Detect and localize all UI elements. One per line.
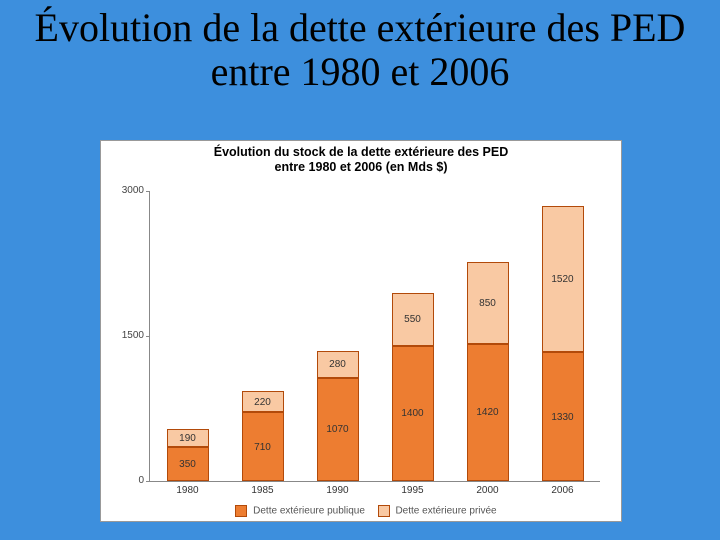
legend: Dette extérieure publique Dette extérieu… <box>101 505 621 517</box>
x-category-label: 1990 <box>326 485 348 496</box>
y-tick-mark <box>146 336 150 337</box>
slide: Évolution de la dette extérieure des PED… <box>0 0 720 540</box>
y-tick-label: 3000 <box>114 185 144 196</box>
bar-value-private: 850 <box>467 298 509 309</box>
y-tick-label: 0 <box>114 475 144 486</box>
slide-title: Évolution de la dette extérieure des PED… <box>0 6 720 94</box>
chart-panel: Évolution du stock de la dette extérieur… <box>100 140 622 522</box>
x-category-label: 1995 <box>401 485 423 496</box>
legend-swatch-public <box>235 505 247 517</box>
legend-label-public: Dette extérieure publique <box>253 506 365 517</box>
x-category-label: 1985 <box>251 485 273 496</box>
x-category-label: 2000 <box>476 485 498 496</box>
bar-value-public: 1420 <box>467 407 509 418</box>
bar-stack: 1330 1520 <box>542 206 584 482</box>
bar-value-private: 280 <box>317 359 359 370</box>
bar-value-private: 550 <box>392 314 434 325</box>
bar-value-private: 190 <box>167 433 209 444</box>
y-tick-mark <box>146 481 150 482</box>
y-tick-mark <box>146 191 150 192</box>
bar-value-private: 220 <box>242 397 284 408</box>
bar-value-public: 710 <box>242 442 284 453</box>
plot-area: 0150030001980350190198571022019901070280… <box>149 191 600 482</box>
chart-title-line-2: entre 1980 et 2006 (en Mds $) <box>107 160 615 175</box>
bar-stack: 1420 850 <box>467 262 509 481</box>
legend-swatch-private <box>378 505 390 517</box>
bar-stack: 710 220 <box>242 391 284 481</box>
bar-value-private: 1520 <box>542 274 584 285</box>
bar-value-public: 1400 <box>392 408 434 419</box>
chart-title-line-1: Évolution du stock de la dette extérieur… <box>107 145 615 160</box>
bar-stack: 350 190 <box>167 429 209 481</box>
legend-label-private: Dette extérieure privée <box>395 506 496 517</box>
bar-value-public: 1070 <box>317 424 359 435</box>
chart-title: Évolution du stock de la dette extérieur… <box>101 141 621 175</box>
bar-value-public: 350 <box>167 459 209 470</box>
y-tick-label: 1500 <box>114 330 144 341</box>
bar-stack: 1070 280 <box>317 351 359 482</box>
x-category-label: 2006 <box>551 485 573 496</box>
bar-value-public: 1330 <box>542 412 584 423</box>
bar-stack: 1400 550 <box>392 293 434 482</box>
x-category-label: 1980 <box>176 485 198 496</box>
